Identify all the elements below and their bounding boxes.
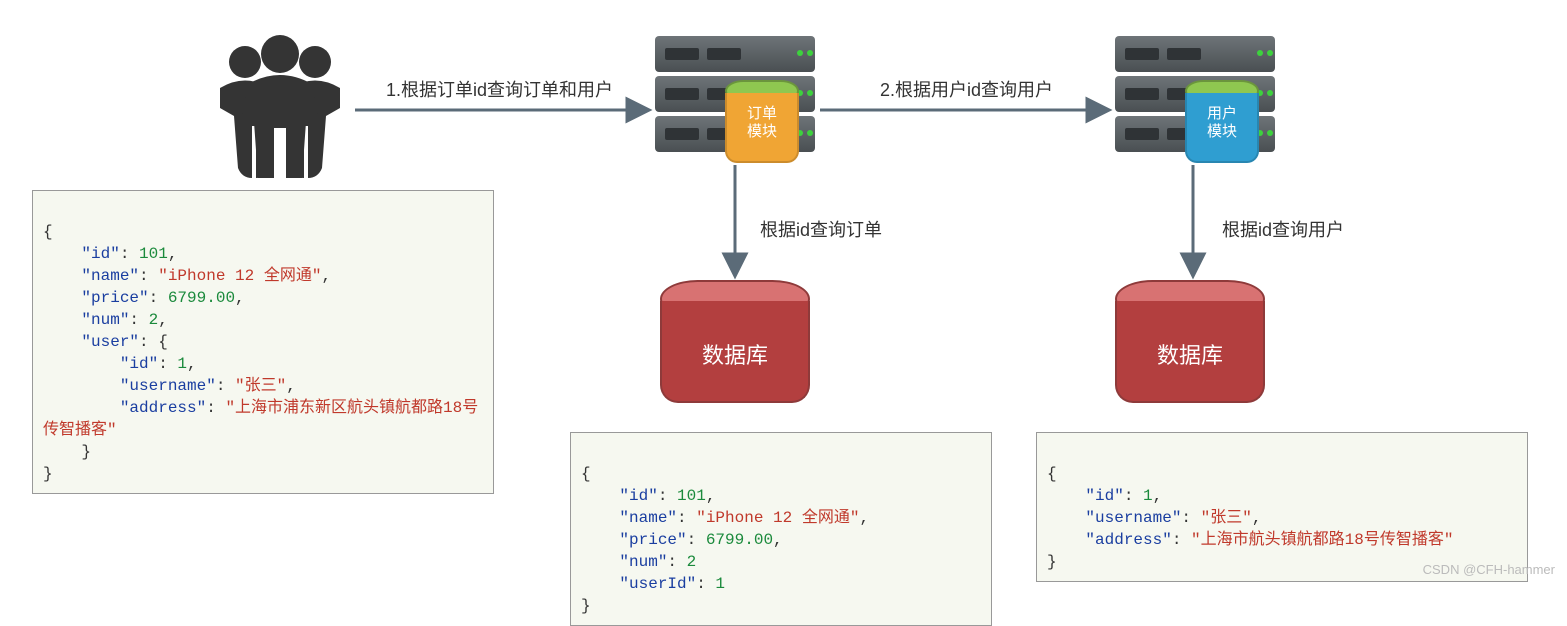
order-json-box: { "id": 101, "name": "iPhone 12 全网通", "p… [570,432,992,626]
user-module-badge: 用户 模块 [1185,80,1259,163]
user-db-arrow-label: 根据id查询用户 [1222,216,1344,242]
order-badge-line2: 模块 [747,123,777,140]
order-db: 数据库 [660,280,810,403]
user-db-label: 数据库 [1157,343,1223,368]
combined-json-box: { "id": 101, "name": "iPhone 12 全网通", "p… [32,190,494,494]
arrow1-label: 1.根据订单id查询订单和用户 [386,76,613,102]
user-badge-line2: 模块 [1207,123,1237,140]
order-badge-line1: 订单 [747,105,777,122]
order-module-badge: 订单 模块 [725,80,799,163]
watermark: CSDN @CFH-hammer [1423,562,1555,577]
clients-icon [210,28,350,183]
user-db: 数据库 [1115,280,1265,403]
order-db-label: 数据库 [702,343,768,368]
order-db-arrow-label: 根据id查询订单 [760,216,882,242]
user-json-box: { "id": 1, "username": "张三", "address": … [1036,432,1528,582]
arrow2-label: 2.根据用户id查询用户 [880,76,1053,102]
user-badge-line1: 用户 [1207,105,1237,122]
